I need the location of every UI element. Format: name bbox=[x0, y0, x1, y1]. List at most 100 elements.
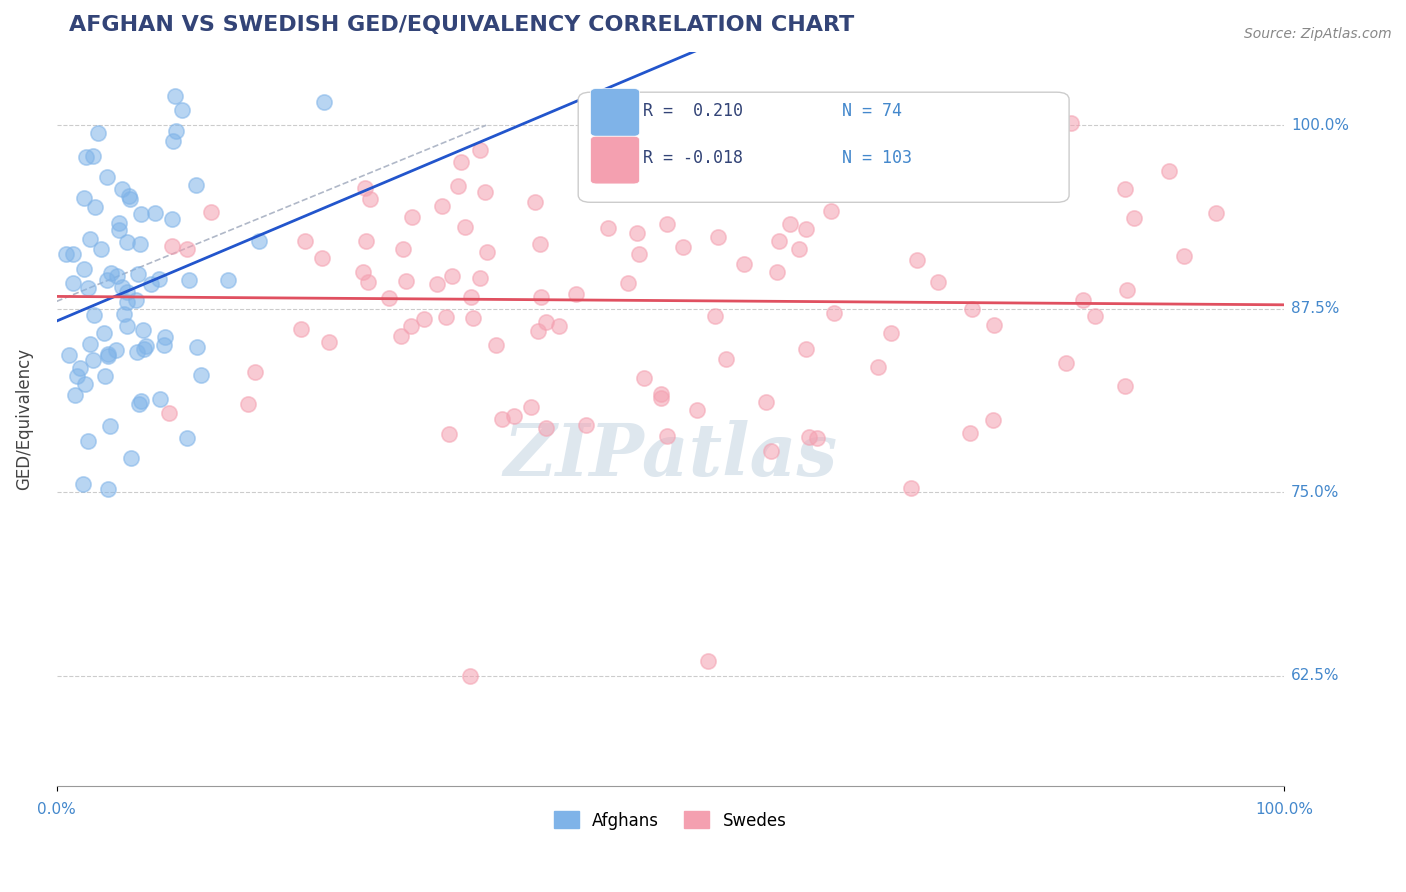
Point bbox=[413, 312, 436, 326]
Point bbox=[117, 319, 139, 334]
Point bbox=[527, 324, 550, 338]
Point bbox=[918, 128, 941, 142]
Point bbox=[460, 290, 482, 304]
Point bbox=[190, 368, 212, 383]
Point bbox=[1123, 211, 1146, 226]
Text: 87.5%: 87.5% bbox=[1291, 301, 1339, 317]
Point bbox=[108, 216, 131, 230]
Point bbox=[312, 95, 335, 110]
Point bbox=[148, 272, 170, 286]
Point bbox=[765, 265, 787, 279]
Point bbox=[73, 191, 96, 205]
Point bbox=[176, 431, 198, 445]
Text: R =  0.210: R = 0.210 bbox=[643, 102, 744, 120]
Point bbox=[779, 217, 801, 231]
Point bbox=[657, 429, 679, 443]
Point bbox=[378, 292, 401, 306]
Point bbox=[1115, 283, 1137, 297]
Point bbox=[548, 318, 571, 333]
Point bbox=[468, 143, 491, 157]
Point bbox=[983, 318, 1005, 332]
Point bbox=[318, 334, 340, 349]
Point bbox=[474, 185, 496, 199]
Point bbox=[1159, 164, 1181, 178]
Point bbox=[650, 391, 672, 405]
Point bbox=[794, 342, 817, 356]
Point bbox=[165, 88, 187, 103]
Point bbox=[1071, 293, 1094, 307]
Point bbox=[77, 434, 100, 448]
Text: N = 74: N = 74 bbox=[842, 102, 903, 120]
Point bbox=[247, 234, 270, 248]
Text: 75.0%: 75.0% bbox=[1291, 484, 1339, 500]
Text: ZIPatlas: ZIPatlas bbox=[503, 420, 838, 491]
Point bbox=[131, 323, 153, 337]
Point bbox=[236, 397, 259, 411]
Point bbox=[127, 267, 149, 281]
Point bbox=[707, 229, 730, 244]
Point bbox=[120, 450, 142, 465]
Point bbox=[118, 192, 141, 206]
Point bbox=[115, 285, 138, 299]
Point bbox=[200, 205, 222, 219]
Point bbox=[520, 400, 543, 414]
Point bbox=[77, 281, 100, 295]
FancyBboxPatch shape bbox=[591, 136, 640, 184]
Point bbox=[616, 276, 638, 290]
Point bbox=[172, 103, 194, 118]
Point bbox=[491, 411, 513, 425]
Point bbox=[79, 336, 101, 351]
Point bbox=[714, 352, 737, 367]
Point bbox=[100, 266, 122, 280]
Point bbox=[401, 210, 423, 224]
Text: R = -0.018: R = -0.018 bbox=[643, 149, 744, 168]
Point bbox=[585, 184, 607, 198]
Point bbox=[157, 406, 180, 420]
Point bbox=[485, 338, 508, 352]
Point bbox=[162, 212, 184, 227]
Point bbox=[104, 343, 127, 357]
Point bbox=[153, 338, 176, 352]
Point bbox=[141, 277, 163, 292]
Text: 100.0%: 100.0% bbox=[1291, 118, 1348, 133]
Point bbox=[761, 443, 783, 458]
Point bbox=[399, 318, 422, 333]
Point bbox=[868, 360, 890, 375]
Point bbox=[84, 200, 107, 214]
Point bbox=[90, 242, 112, 256]
Point bbox=[575, 418, 598, 433]
Point bbox=[927, 275, 949, 289]
Point bbox=[184, 178, 207, 193]
Point bbox=[118, 188, 141, 202]
Point bbox=[128, 396, 150, 410]
Point bbox=[125, 345, 148, 359]
Point bbox=[129, 207, 152, 221]
Point bbox=[112, 307, 135, 321]
Point bbox=[434, 310, 457, 324]
Point bbox=[162, 134, 184, 148]
Point bbox=[311, 251, 333, 265]
Point bbox=[981, 413, 1004, 427]
Point bbox=[69, 360, 91, 375]
Point bbox=[426, 277, 449, 292]
Text: AFGHAN VS SWEDISH GED/EQUIVALENCY CORRELATION CHART: AFGHAN VS SWEDISH GED/EQUIVALENCY CORREL… bbox=[69, 15, 853, 35]
Point bbox=[217, 272, 239, 286]
Point bbox=[352, 265, 374, 279]
Point bbox=[463, 310, 485, 325]
Point bbox=[633, 371, 655, 385]
Point bbox=[79, 232, 101, 246]
Point bbox=[685, 403, 707, 417]
Point bbox=[135, 339, 157, 353]
Point bbox=[755, 394, 778, 409]
Point bbox=[806, 431, 828, 445]
Point bbox=[153, 329, 176, 343]
Point bbox=[530, 290, 553, 304]
Point bbox=[787, 242, 810, 256]
Point bbox=[598, 220, 620, 235]
Point bbox=[353, 181, 375, 195]
Text: Source: ZipAtlas.com: Source: ZipAtlas.com bbox=[1244, 27, 1392, 41]
Point bbox=[186, 340, 208, 354]
Point bbox=[62, 247, 84, 261]
Point bbox=[468, 271, 491, 285]
Point bbox=[905, 253, 928, 268]
